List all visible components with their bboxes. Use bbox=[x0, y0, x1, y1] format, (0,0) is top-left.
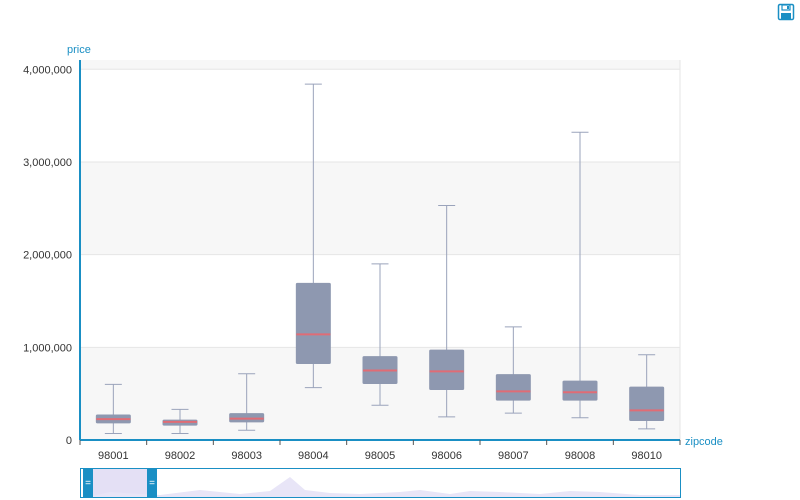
box-iqr bbox=[429, 349, 465, 390]
x-tick-label: 98003 bbox=[231, 450, 262, 462]
box-98005[interactable] bbox=[362, 263, 398, 406]
floppy-disk-icon[interactable] bbox=[777, 3, 795, 21]
plot-band bbox=[80, 60, 680, 70]
x-axis-title: zipcode bbox=[685, 436, 723, 448]
axes bbox=[79, 60, 680, 441]
y-tick-label: 0 bbox=[66, 435, 72, 447]
box-iqr bbox=[629, 386, 665, 422]
x-axis-ticks: 98001 98002 98003 98004 98005 98006 98007 98008… bbox=[79, 440, 681, 462]
box-98008[interactable] bbox=[562, 131, 598, 419]
x-tick-label: 98001 bbox=[98, 450, 129, 462]
x-tick-label: 98005 bbox=[365, 450, 396, 462]
range-navigator[interactable]: = = bbox=[80, 468, 681, 498]
box-iqr bbox=[295, 282, 331, 365]
box-98001[interactable] bbox=[95, 383, 131, 435]
navigator-selected-range[interactable] bbox=[88, 469, 152, 497]
x-tick-label: 98004 bbox=[298, 450, 329, 462]
x-tick-label: 98010 bbox=[631, 450, 662, 462]
svg-text:=: = bbox=[85, 478, 91, 489]
box-series[interactable] bbox=[95, 83, 665, 435]
box-98006[interactable] bbox=[429, 205, 465, 418]
y-tick-label: 2,000,000 bbox=[23, 250, 72, 262]
x-tick-label: 98006 bbox=[431, 450, 462, 462]
svg-text:=: = bbox=[149, 478, 155, 489]
box-98002[interactable] bbox=[162, 408, 198, 435]
y-tick-label: 4,000,000 bbox=[23, 64, 72, 76]
box-98004[interactable] bbox=[295, 83, 331, 389]
y-axis-ticks: 0 1,000,000 2,000,000 3,000,000 4,000,000 bbox=[23, 64, 72, 447]
x-tick-label: 98008 bbox=[565, 450, 596, 462]
box-iqr bbox=[495, 374, 531, 401]
navigator-right-handle[interactable]: = bbox=[147, 468, 157, 498]
y-tick-label: 1,000,000 bbox=[23, 342, 72, 354]
plot-band bbox=[80, 161, 680, 255]
box-98007[interactable] bbox=[495, 326, 531, 414]
navigator-left-handle[interactable]: = bbox=[83, 468, 93, 498]
y-axis-title: price bbox=[67, 44, 91, 56]
box-98003[interactable] bbox=[229, 373, 265, 431]
y-tick-label: 3,000,000 bbox=[23, 157, 72, 169]
x-tick-label: 98007 bbox=[498, 450, 529, 462]
box-98010[interactable] bbox=[629, 354, 665, 430]
box-iqr bbox=[562, 380, 598, 401]
x-tick-label: 98002 bbox=[165, 450, 196, 462]
